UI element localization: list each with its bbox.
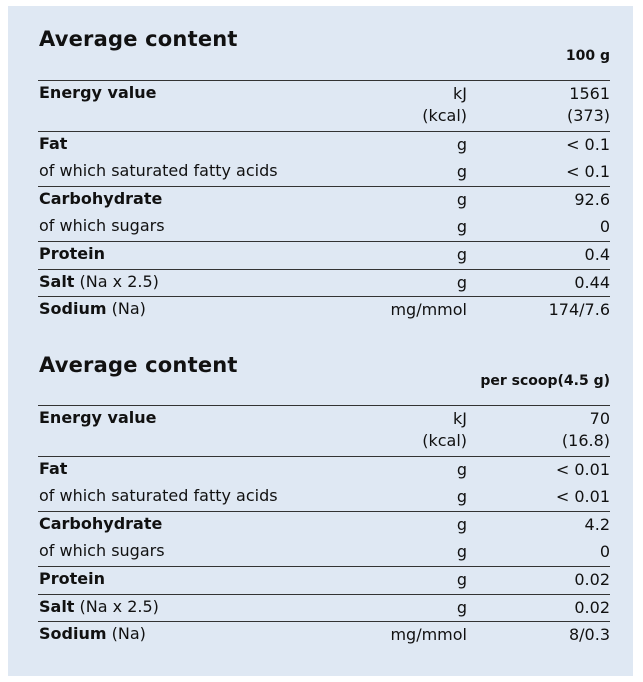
row-unit-secondary: (kcal) (422, 431, 467, 450)
row-value: 8/0.3 (568, 625, 610, 644)
row-unit-secondary: (kcal) (422, 106, 467, 125)
table-row-sodium: Sodium (Na) mg/mmol 8/0.3 (38, 621, 610, 649)
row-unit: g (456, 486, 467, 506)
row-value: < 0.1 (566, 135, 610, 154)
row-unit: g (456, 135, 467, 154)
row-unit: g (456, 515, 467, 534)
table-row-saturated-fat: of which saturated fatty acids g < 0.01 (38, 484, 610, 512)
row-value: 4.2 (584, 515, 610, 534)
row-unit: mg/mmol (390, 300, 467, 319)
table-row-sugars: of which sugars g 0 (38, 214, 610, 242)
row-label: of which saturated fatty acids (39, 485, 278, 505)
table-row-saturated-fat: of which saturated fatty acids g < 0.1 (38, 159, 610, 187)
nutrition-rows: Energy value kJ (kcal) 1561 (373) Fat g … (38, 80, 610, 324)
row-unit: g (456, 570, 467, 589)
row-label: Sodium (39, 624, 107, 643)
row-label: Fat (39, 459, 68, 478)
row-value: 70 (589, 409, 610, 428)
table-row-protein: Protein g 0.4 (38, 241, 610, 269)
row-unit: mg/mmol (390, 625, 467, 644)
table-row-protein: Protein g 0.02 (38, 566, 610, 594)
row-value: 0.4 (584, 245, 610, 264)
row-label-note: (Na x 2.5) (74, 271, 159, 291)
row-label: Energy value (39, 408, 157, 427)
table-row-energy: Energy value kJ (kcal) 1561 (373) (38, 81, 610, 131)
row-label: of which sugars (39, 215, 165, 235)
column-header: per scoop(4.5 g) (480, 373, 610, 389)
row-label: Energy value (39, 83, 157, 102)
section-title: Average content (39, 353, 238, 377)
row-value: 1561 (569, 84, 610, 103)
row-label-note: (Na) (106, 299, 146, 318)
row-value: 0 (599, 541, 610, 561)
row-unit: g (456, 541, 467, 561)
section-title: Average content (39, 27, 238, 51)
row-value: 0.02 (574, 597, 610, 617)
table-row-carbohydrate: Carbohydrate g 92.6 (38, 186, 610, 214)
row-unit: g (456, 460, 467, 479)
row-label: Carbohydrate (39, 514, 163, 533)
row-unit: kJ (453, 409, 467, 428)
row-label: Salt (39, 596, 75, 616)
row-value: 0.44 (574, 272, 610, 292)
row-value: 0.02 (574, 570, 610, 589)
table-row-sodium: Sodium (Na) mg/mmol 174/7.6 (38, 296, 610, 324)
table-row-salt: Salt (Na x 2.5) g 0.02 (38, 593, 610, 622)
row-value: < 0.01 (555, 486, 610, 506)
nutrition-table-100g: Average content 100 g Energy value kJ (k… (38, 6, 610, 336)
row-label: of which saturated fatty acids (39, 160, 278, 180)
row-label: Sodium (39, 299, 107, 318)
table-row-fat: Fat g < 0.1 (38, 131, 610, 159)
row-unit: g (456, 216, 467, 236)
column-header: 100 g (565, 48, 610, 64)
table-row-energy: Energy value kJ (kcal) 70 (16.8) (38, 406, 610, 456)
row-label: Protein (39, 244, 105, 263)
row-value: < 0.1 (566, 161, 610, 181)
table-row-sugars: of which sugars g 0 (38, 539, 610, 567)
table-row-carbohydrate: Carbohydrate g 4.2 (38, 511, 610, 539)
row-label: of which sugars (39, 540, 165, 560)
row-value: 174/7.6 (548, 300, 610, 319)
row-value: < 0.01 (555, 460, 610, 479)
nutrition-panel: Average content 100 g Energy value kJ (k… (8, 6, 633, 676)
row-label: Salt (39, 271, 75, 291)
nutrition-table-per-scoop: Average content per scoop(4.5 g) Energy … (38, 331, 610, 671)
row-value: 0 (599, 216, 610, 236)
row-value: 92.6 (574, 190, 610, 209)
row-value-secondary: (373) (566, 106, 610, 125)
row-value-secondary: (16.8) (561, 431, 610, 450)
row-label: Carbohydrate (39, 189, 163, 208)
row-label-note: (Na) (106, 624, 146, 643)
nutrition-rows: Energy value kJ (kcal) 70 (16.8) Fat g <… (38, 405, 610, 649)
row-unit: g (456, 161, 467, 181)
table-row-salt: Salt (Na x 2.5) g 0.44 (38, 268, 610, 297)
row-label-note: (Na x 2.5) (74, 596, 159, 616)
row-unit: g (456, 245, 467, 264)
row-unit: g (456, 190, 467, 209)
table-row-fat: Fat g < 0.01 (38, 456, 610, 484)
row-unit: g (456, 597, 467, 617)
row-label: Fat (39, 134, 68, 153)
row-unit: kJ (453, 84, 467, 103)
row-unit: g (456, 272, 467, 292)
row-label: Protein (39, 569, 105, 588)
